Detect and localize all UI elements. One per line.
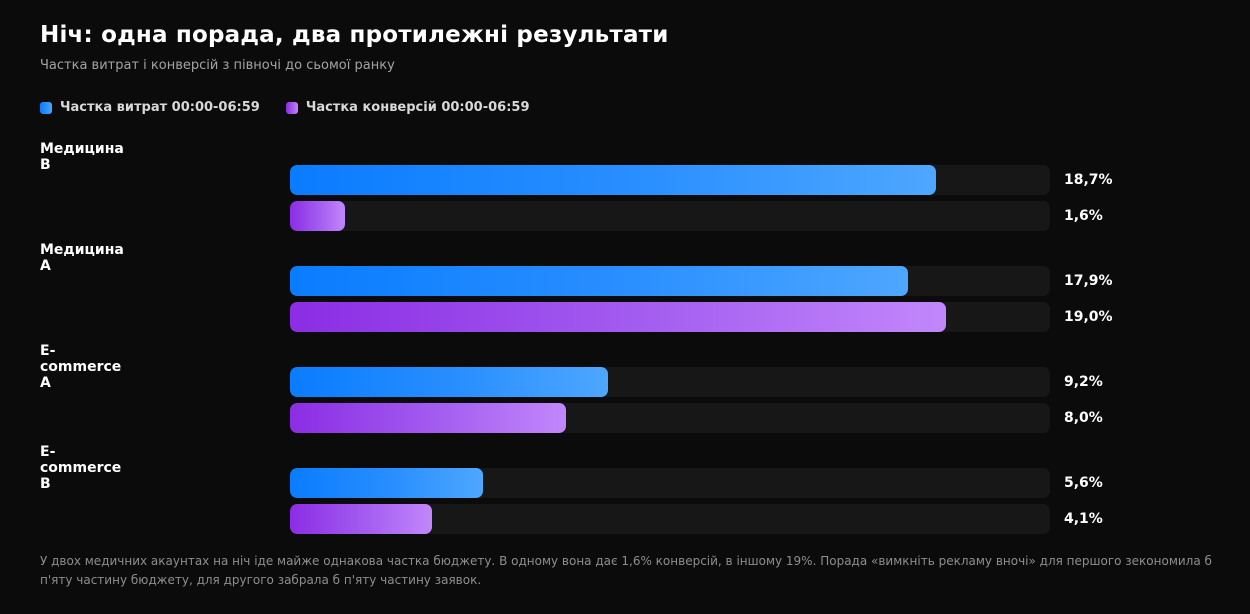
bar-track xyxy=(290,367,1050,397)
spend-bar xyxy=(290,266,909,296)
data-label: 4,1% xyxy=(1064,511,1103,527)
bar-track xyxy=(290,302,1050,332)
chart-subtitle: Частка витрат і конверсій з півночі до с… xyxy=(40,58,395,73)
legend-item-spend: Частка витрат 00:00-06:59 xyxy=(40,100,260,115)
bar-track xyxy=(290,403,1050,433)
legend-swatch-conversions xyxy=(285,101,298,114)
legend-label-spend: Частка витрат 00:00-06:59 xyxy=(60,100,260,115)
conversion-bar xyxy=(290,201,346,231)
conversion-bar xyxy=(290,302,947,332)
spend-bar xyxy=(290,468,484,498)
data-label: 1,6% xyxy=(1064,208,1103,224)
category-label: E-commerce B xyxy=(40,444,122,492)
data-label: 17,9% xyxy=(1064,273,1113,289)
bar-track xyxy=(290,165,1050,195)
category-label: Медицина A xyxy=(40,242,124,274)
bar-track xyxy=(290,504,1050,534)
legend-item-conversions: Частка конверсій 00:00-06:59 xyxy=(285,100,530,115)
conversion-bar xyxy=(290,504,432,534)
bar-track xyxy=(290,201,1050,231)
spend-bar xyxy=(290,165,936,195)
conversion-bar xyxy=(290,403,567,433)
legend: Частка витрат 00:00-06:59 Частка конверс… xyxy=(40,100,530,115)
data-label: 9,2% xyxy=(1064,374,1103,390)
legend-label-conversions: Частка конверсій 00:00-06:59 xyxy=(305,100,530,115)
chart-title: Ніч: одна порада, два протилежні результ… xyxy=(40,22,669,48)
legend-swatch-spend xyxy=(40,101,52,114)
data-label: 18,7% xyxy=(1064,172,1113,188)
data-label: 8,0% xyxy=(1064,410,1103,426)
bar-track xyxy=(290,266,1050,296)
footnote: У двох медичних акаунтах на ніч іде майж… xyxy=(40,554,1212,587)
category-label: Медицина B xyxy=(40,141,124,173)
spend-bar xyxy=(290,367,608,397)
data-label: 5,6% xyxy=(1064,475,1103,491)
category-label: E-commerce A xyxy=(40,343,122,391)
data-label: 19,0% xyxy=(1064,309,1113,325)
bar-track xyxy=(290,468,1050,498)
